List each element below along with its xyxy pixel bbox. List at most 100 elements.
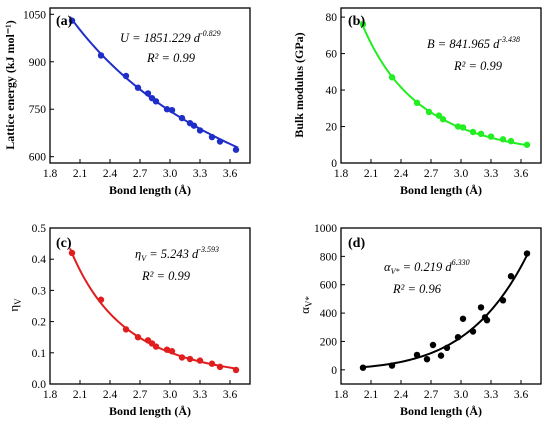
fit-equation: U = 1851.229 d-0.829 — [120, 29, 221, 45]
y-tick-label: 80 — [326, 12, 338, 24]
y-tick-label: 60 — [326, 49, 338, 61]
fit-equation: B = 841.965 d-3.438 — [427, 35, 520, 51]
plot-frame — [340, 227, 542, 385]
x-tick-label: 3.0 — [454, 168, 469, 180]
data-point — [459, 315, 467, 322]
x-tick-label: 2.7 — [424, 389, 439, 401]
y-tick-label: 750 — [29, 104, 47, 116]
x-tick-label: 3.3 — [193, 389, 208, 401]
y-ticks: 0.0 0.1 0.2 0.3 0.4 0.5 — [32, 223, 54, 391]
data-point — [437, 352, 445, 359]
data-point — [196, 357, 204, 364]
data-point — [477, 304, 485, 311]
data-point — [190, 122, 198, 129]
data-point — [499, 136, 507, 143]
data-point — [134, 84, 142, 91]
r-squared: R² = 0.96 — [392, 282, 442, 296]
data-point — [425, 108, 433, 116]
data-point — [359, 21, 367, 28]
y-axis-title: Lattice energy (kJ mol⁻¹) — [3, 20, 17, 150]
y-tick-label: 0 — [331, 158, 337, 170]
x-tick-label: 2.1 — [73, 389, 88, 401]
x-tick-label: 3.3 — [484, 168, 499, 180]
y-tick-label: 900 — [29, 57, 47, 69]
data-point — [186, 355, 194, 363]
data-point — [483, 316, 491, 324]
data-points-layer — [359, 21, 531, 148]
y-tick-label: 0.4 — [32, 254, 47, 266]
data-point — [178, 114, 186, 122]
data-point — [122, 326, 130, 333]
data-point — [443, 344, 451, 352]
x-axis-title: Bond length (Å) — [400, 183, 482, 197]
y-tick-label: 20 — [326, 122, 338, 134]
data-point — [163, 106, 171, 113]
data-point — [413, 99, 421, 107]
fit-equation: αV* = 0.219 d6.330 — [384, 258, 470, 276]
data-point — [134, 334, 142, 341]
x-tick-label: 1.8 — [43, 389, 58, 401]
svg-text:αV*: αV* — [297, 296, 314, 314]
x-tick-label: 3.3 — [484, 389, 499, 401]
data-point — [208, 360, 216, 367]
x-tick-label: 2.7 — [133, 389, 148, 401]
x-axis-title: Bond length (Å) — [400, 404, 482, 418]
x-ticks: 1.8 2.1 2.4 2.7 3.0 3.3 3.6 — [334, 159, 528, 180]
x-tick-label: 2.1 — [364, 168, 379, 180]
data-point — [487, 133, 495, 140]
y-tick-label: 600 — [29, 152, 47, 164]
y-tick-label: 200 — [320, 336, 338, 348]
x-tick-label: 3.3 — [193, 168, 208, 180]
fit-equation: ηV = 5.243 d-3.593 — [135, 245, 219, 263]
y-tick-label: 800 — [320, 251, 338, 263]
r-squared: R² = 0.99 — [146, 51, 196, 65]
x-tick-label: 2.7 — [133, 168, 148, 180]
data-point — [454, 123, 462, 130]
data-point — [469, 128, 477, 136]
plot-frame — [49, 227, 251, 385]
y-tick-label: 0.3 — [32, 285, 47, 297]
y-axis-title: Bulk modulus (GPa) — [292, 32, 306, 137]
y-ticks: 600 750 900 1050 — [23, 9, 54, 164]
x-tick-label: 2.1 — [73, 168, 88, 180]
data-point — [122, 72, 130, 80]
data-point — [232, 366, 240, 374]
r-squared: R² = 0.99 — [453, 59, 503, 73]
y-ticks: 0 20 40 60 80 — [326, 12, 345, 170]
panel-label: (c) — [56, 236, 72, 251]
x-tick-label: 2.4 — [394, 168, 409, 180]
panel-d: 1.8 2.1 2.4 2.7 3.0 3.3 3.6 02004006008001000 … — [297, 223, 542, 418]
fit-curve — [69, 248, 239, 370]
y-tick-label: 0.0 — [32, 379, 47, 391]
panel-label: (d) — [348, 236, 365, 251]
y-ticks: 0 200 400 600 800 1000 — [314, 223, 345, 377]
plot-frame — [49, 7, 251, 164]
data-point — [68, 17, 76, 24]
data-point — [523, 250, 531, 257]
x-ticks: 1.8 2.1 2.4 2.7 3.0 3.3 3.6 — [43, 380, 237, 401]
data-point — [507, 137, 515, 145]
y-tick-label: 40 — [326, 85, 338, 97]
x-axis-title: Bond length (Å) — [109, 404, 191, 418]
panel-c: 1.8 2.1 2.4 2.7 3.0 3.3 3.6 0.0 0.1 0.2 0.3 0.4 0.5… — [6, 223, 251, 418]
y-tick-label: 1050 — [23, 9, 46, 21]
data-point — [499, 297, 507, 304]
x-tick-label: 2.4 — [394, 389, 409, 401]
data-point — [477, 130, 485, 138]
x-axis-title: Bond length (Å) — [109, 183, 191, 197]
data-point — [469, 328, 477, 335]
data-point — [359, 364, 367, 371]
x-tick-label: 3.0 — [163, 168, 178, 180]
fit-curve-layer — [69, 248, 239, 370]
x-tick-label: 2.4 — [103, 389, 118, 401]
data-point — [152, 343, 160, 350]
data-points-layer — [359, 250, 531, 371]
x-tick-label: 1.8 — [334, 389, 349, 401]
x-tick-label: 2.1 — [364, 389, 379, 401]
data-point — [454, 334, 462, 341]
x-ticks: 1.8 2.1 2.4 2.7 3.0 3.3 3.6 — [334, 380, 528, 401]
panel-label: (b) — [348, 14, 365, 29]
data-point — [144, 90, 152, 97]
x-tick-label: 2.7 — [424, 168, 439, 180]
